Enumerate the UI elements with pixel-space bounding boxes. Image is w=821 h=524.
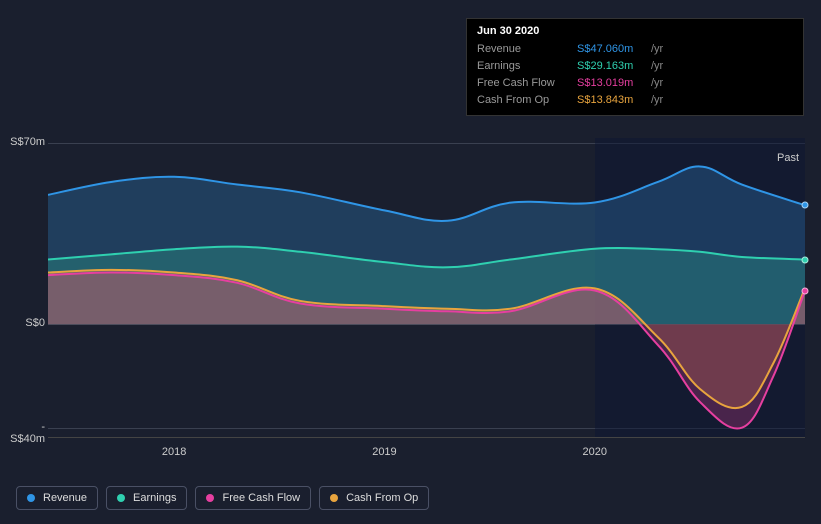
- tooltip-row-label: Cash From Op: [477, 92, 577, 109]
- legend-item-label: Cash From Op: [346, 492, 418, 504]
- y-axis-label: S$0: [25, 317, 45, 329]
- tooltip-row-label: Free Cash Flow: [477, 75, 577, 92]
- tooltip-row-label: Revenue: [477, 41, 577, 58]
- tooltip-row: RevenueS$47.060m/yr: [477, 41, 793, 58]
- legend-item-free_cash_flow[interactable]: Free Cash Flow: [195, 486, 311, 510]
- legend-dot-icon: [27, 494, 35, 502]
- tooltip-row-value: S$13.843m: [577, 92, 647, 109]
- tooltip-row: EarningsS$29.163m/yr: [477, 58, 793, 75]
- legend-dot-icon: [117, 494, 125, 502]
- tooltip-row-value: S$47.060m: [577, 41, 647, 58]
- tooltip-row: Free Cash FlowS$13.019m/yr: [477, 75, 793, 92]
- tooltip-row-unit: /yr: [651, 58, 663, 75]
- x-axis-label: 2018: [162, 446, 186, 458]
- legend-dot-icon: [330, 494, 338, 502]
- financial-chart: Past S$70mS$0-S$40m201820192020: [16, 120, 805, 460]
- legend-item-label: Free Cash Flow: [222, 492, 300, 504]
- tooltip-row-value: S$13.019m: [577, 75, 647, 92]
- legend-item-label: Revenue: [43, 492, 87, 504]
- y-axis-label: -S$40m: [10, 421, 45, 445]
- tooltip-row-unit: /yr: [651, 75, 663, 92]
- past-label: Past: [777, 152, 799, 164]
- x-axis-label: 2020: [582, 446, 606, 458]
- series-end-marker: [802, 256, 809, 263]
- chart-svg: [48, 138, 805, 438]
- legend-item-earnings[interactable]: Earnings: [106, 486, 187, 510]
- series-end-marker: [802, 202, 809, 209]
- y-axis-label: S$70m: [10, 136, 45, 148]
- legend-item-cash_from_op[interactable]: Cash From Op: [319, 486, 429, 510]
- legend-item-revenue[interactable]: Revenue: [16, 486, 98, 510]
- series-end-marker: [802, 287, 809, 294]
- chart-tooltip: Jun 30 2020 RevenueS$47.060m/yrEarningsS…: [466, 18, 804, 116]
- tooltip-row-label: Earnings: [477, 58, 577, 75]
- tooltip-row-value: S$29.163m: [577, 58, 647, 75]
- x-axis-label: 2019: [372, 446, 396, 458]
- tooltip-row-unit: /yr: [651, 92, 663, 109]
- legend-item-label: Earnings: [133, 492, 176, 504]
- chart-plot-area[interactable]: Past: [48, 138, 805, 438]
- tooltip-title: Jun 30 2020: [477, 25, 793, 37]
- tooltip-row: Cash From OpS$13.843m/yr: [477, 92, 793, 109]
- legend-dot-icon: [206, 494, 214, 502]
- tooltip-row-unit: /yr: [651, 41, 663, 58]
- chart-legend: Revenue Earnings Free Cash Flow Cash From O…: [16, 486, 429, 510]
